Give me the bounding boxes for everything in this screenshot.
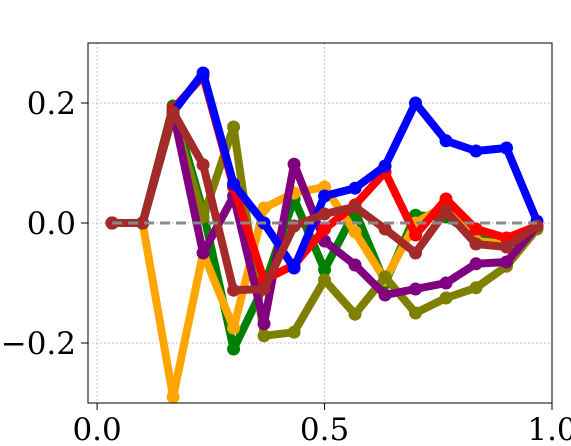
series-1-point-4	[227, 321, 241, 335]
series-2-point-8	[348, 307, 362, 321]
series-6-point-13	[500, 240, 514, 254]
series-4-point-10	[409, 228, 423, 242]
series-5-point-12	[469, 144, 483, 158]
series-6-point-14	[530, 219, 544, 233]
series-5-point-7	[318, 189, 332, 203]
series-0-point-7	[318, 263, 332, 277]
series-6	[105, 105, 544, 297]
series-5-point-11	[439, 134, 453, 148]
series-6-point-10	[409, 246, 423, 260]
x-tick-label-2: 1.0	[527, 412, 571, 446]
series-3-point-6	[287, 157, 301, 171]
x-tick-label-0: 0.0	[72, 412, 121, 446]
series-6-point-8	[348, 200, 362, 214]
series-3-point-12	[469, 257, 483, 271]
series-2-point-9	[378, 270, 392, 284]
series-3-point-10	[409, 282, 423, 296]
series-3-point-3	[196, 246, 210, 260]
series-5-point-4	[227, 177, 241, 191]
series-6-point-5	[257, 282, 271, 296]
series-2-point-7	[318, 273, 332, 287]
series-5-point-10	[409, 96, 423, 110]
series-3-point-5	[257, 317, 271, 331]
series-1-point-5	[257, 201, 271, 215]
series-5-point-6	[287, 261, 301, 275]
series-6-point-3	[196, 158, 210, 172]
series-5-point-8	[348, 181, 362, 195]
series-3-point-13	[500, 255, 514, 269]
series-6-point-9	[378, 222, 392, 236]
series-4-point-12	[469, 222, 483, 236]
series-4-point-7	[318, 222, 332, 236]
series-6-point-11	[439, 204, 453, 218]
series-6-point-12	[469, 237, 483, 251]
tick-layer: 0.0 0.5 1.0 −0.2 0.0 0.2	[1, 86, 571, 446]
series-1-point-7	[318, 180, 332, 194]
series-layer	[105, 66, 544, 403]
series-2-point-10	[409, 306, 423, 320]
series-2-point-11	[439, 291, 453, 305]
series-3-point-8	[348, 258, 362, 272]
series-1-point-2	[166, 390, 180, 403]
series-2-point-4	[227, 120, 241, 134]
series-6-point-4	[227, 283, 241, 297]
series-3-point-11	[439, 276, 453, 290]
series-0-point-4	[227, 342, 241, 356]
series-6-point-1	[136, 216, 150, 230]
series-1-point-8	[348, 225, 362, 239]
y-tick-label-2: 0.2	[27, 86, 76, 122]
series-5-point-3	[196, 66, 210, 80]
series-4-point-11	[439, 192, 453, 206]
series-2-point-5	[257, 329, 271, 343]
y-tick-label-0: −0.2	[1, 326, 76, 362]
series-5-point-13	[500, 141, 514, 155]
series-6-point-6	[287, 219, 301, 233]
series-2-point-6	[287, 325, 301, 339]
y-tick-label-1: 0.0	[27, 206, 76, 242]
series-6-point-7	[318, 207, 332, 221]
series-5-point-9	[378, 159, 392, 173]
series-2-point-12	[469, 281, 483, 295]
x-tick-label-1: 0.5	[300, 412, 349, 446]
series-6-point-2	[166, 105, 180, 119]
series-3-point-9	[378, 288, 392, 302]
